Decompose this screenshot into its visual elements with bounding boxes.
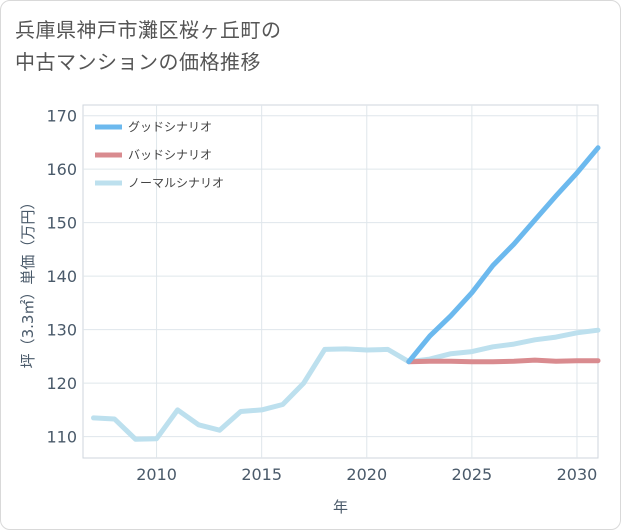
y-tick-label: 140 (46, 267, 77, 286)
x-tick-label: 2015 (241, 465, 282, 484)
legend-entry: バッドシナリオ (128, 148, 212, 162)
y-tick-label: 110 (46, 428, 77, 447)
legend-entry: グッドシナリオ (128, 120, 212, 134)
x-tick-label: 2025 (452, 465, 493, 484)
chart-title-line-1: 兵庫県神戸市灘区桜ヶ丘町の (15, 18, 282, 42)
x-tick-label: 2010 (136, 465, 177, 484)
chart-title-line-2: 中古マンションの価格推移 (15, 50, 261, 74)
grid-lines (83, 105, 598, 458)
series-lines (91, 145, 601, 442)
x-tick-label: 2030 (557, 465, 598, 484)
y-tick-label: 170 (46, 107, 77, 126)
tick-labels: 110 120 130 140 150 160 170 2010 2015 2020 2025 203… (46, 107, 597, 484)
x-tick-label: 2020 (346, 465, 387, 484)
plot-area (82, 104, 599, 459)
legend-entry: ノーマルシナリオ (128, 176, 224, 190)
y-tick-label: 150 (46, 214, 77, 233)
series-line-0 (91, 327, 601, 442)
series-line-2 (406, 145, 601, 365)
series-line-1 (406, 357, 601, 365)
y-tick-label: 120 (46, 374, 77, 393)
y-tick-label: 130 (46, 321, 77, 340)
y-axis-label: 坪（3.3㎡）単価（万円） (19, 195, 37, 369)
y-tick-label: 160 (46, 160, 77, 179)
chart-title: 兵庫県神戸市灘区桜ヶ丘町の 中古マンションの価格推移 (15, 14, 575, 78)
x-axis-label: 年 (333, 498, 348, 516)
